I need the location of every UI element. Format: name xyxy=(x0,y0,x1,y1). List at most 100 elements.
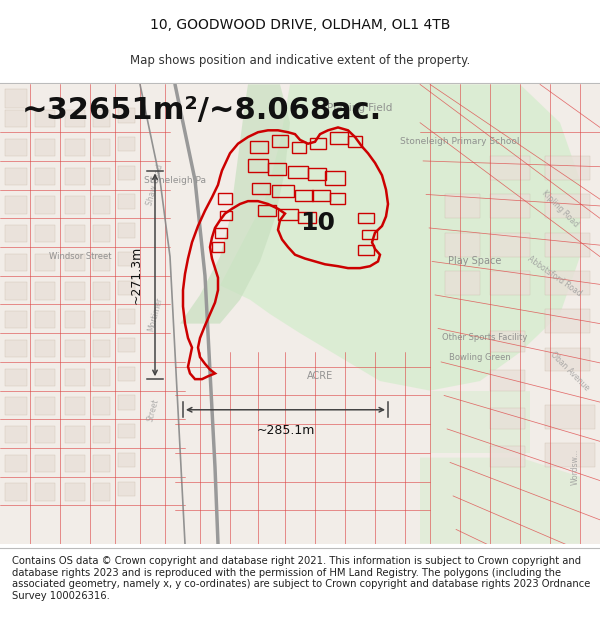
Bar xyxy=(118,367,135,381)
Bar xyxy=(490,271,530,295)
Bar xyxy=(5,311,27,328)
Text: 10, GOODWOOD DRIVE, OLDHAM, OL1 4TB: 10, GOODWOOD DRIVE, OLDHAM, OL1 4TB xyxy=(150,18,450,32)
Bar xyxy=(358,245,374,255)
Bar xyxy=(93,340,110,357)
Bar xyxy=(220,211,232,220)
Bar xyxy=(35,196,55,214)
Bar xyxy=(118,481,135,496)
Bar xyxy=(118,424,135,439)
Bar xyxy=(545,348,590,371)
Text: Bowling Green: Bowling Green xyxy=(449,352,511,362)
Bar xyxy=(65,110,85,128)
Bar xyxy=(545,405,595,429)
Text: Wordsw...: Wordsw... xyxy=(571,449,580,485)
Bar xyxy=(490,408,525,429)
Bar xyxy=(5,168,27,185)
Bar xyxy=(93,110,110,128)
Bar xyxy=(118,396,135,410)
Polygon shape xyxy=(430,391,530,453)
Bar xyxy=(258,205,276,216)
Bar xyxy=(5,282,27,300)
Bar xyxy=(268,163,286,175)
Bar xyxy=(5,455,27,472)
Bar xyxy=(65,196,85,214)
Bar xyxy=(35,369,55,386)
Bar xyxy=(330,132,348,144)
Bar xyxy=(5,426,27,443)
Text: Stoneleigh Primary School: Stoneleigh Primary School xyxy=(400,138,520,146)
Bar xyxy=(35,426,55,443)
Bar xyxy=(93,168,110,185)
Bar xyxy=(118,223,135,238)
Bar xyxy=(93,484,110,501)
Bar xyxy=(35,139,55,156)
Bar xyxy=(545,443,595,468)
Bar xyxy=(65,455,85,472)
Bar xyxy=(490,156,530,180)
Bar xyxy=(358,213,374,223)
Bar xyxy=(310,138,326,149)
Bar xyxy=(545,194,590,218)
Bar xyxy=(65,282,85,300)
Bar xyxy=(308,168,326,180)
Bar xyxy=(118,338,135,352)
Bar xyxy=(93,311,110,328)
Bar xyxy=(490,194,530,218)
Text: Shaw Road: Shaw Road xyxy=(145,163,165,206)
Bar xyxy=(5,484,27,501)
Text: Street: Street xyxy=(146,398,160,422)
Text: ACRE: ACRE xyxy=(307,371,333,381)
Bar xyxy=(218,192,232,204)
Bar xyxy=(445,271,480,295)
Bar xyxy=(118,309,135,324)
Bar xyxy=(5,110,27,128)
Bar xyxy=(65,426,85,443)
Bar xyxy=(93,369,110,386)
Bar xyxy=(272,185,294,198)
Bar xyxy=(295,189,313,201)
Bar xyxy=(545,309,590,333)
Text: ~271.3m: ~271.3m xyxy=(130,246,143,304)
Bar xyxy=(445,194,480,218)
Text: Play Space: Play Space xyxy=(448,256,502,266)
Text: Windsor Street: Windsor Street xyxy=(49,252,111,261)
Text: Abbotsford Road: Abbotsford Road xyxy=(526,254,584,298)
Bar xyxy=(5,89,27,108)
Bar xyxy=(93,455,110,472)
Text: Kipling Road: Kipling Road xyxy=(540,189,580,229)
Bar xyxy=(490,446,525,468)
Bar xyxy=(93,282,110,300)
Bar xyxy=(35,282,55,300)
Text: 10: 10 xyxy=(301,211,335,235)
Polygon shape xyxy=(220,84,580,391)
Bar xyxy=(93,398,110,414)
Bar xyxy=(35,168,55,185)
Bar xyxy=(35,311,55,328)
Bar xyxy=(248,159,268,172)
Bar xyxy=(118,166,135,180)
Bar xyxy=(5,254,27,271)
Bar xyxy=(348,136,362,147)
Bar xyxy=(5,139,27,156)
Text: Other Sports Facility: Other Sports Facility xyxy=(442,334,527,342)
Text: Oban Avenue: Oban Avenue xyxy=(549,350,591,392)
Bar xyxy=(65,340,85,357)
Bar xyxy=(93,225,110,242)
Bar xyxy=(65,369,85,386)
Bar xyxy=(545,156,590,180)
Bar xyxy=(35,225,55,242)
Bar xyxy=(5,398,27,414)
Bar xyxy=(312,189,330,201)
Bar xyxy=(5,196,27,214)
Bar xyxy=(5,340,27,357)
Bar xyxy=(93,139,110,156)
Bar xyxy=(65,254,85,271)
Bar xyxy=(65,225,85,242)
Bar xyxy=(215,228,227,238)
Bar xyxy=(35,254,55,271)
Bar xyxy=(93,196,110,214)
Bar xyxy=(65,139,85,156)
Bar xyxy=(292,142,306,153)
Bar xyxy=(362,230,377,239)
Bar xyxy=(272,135,288,147)
